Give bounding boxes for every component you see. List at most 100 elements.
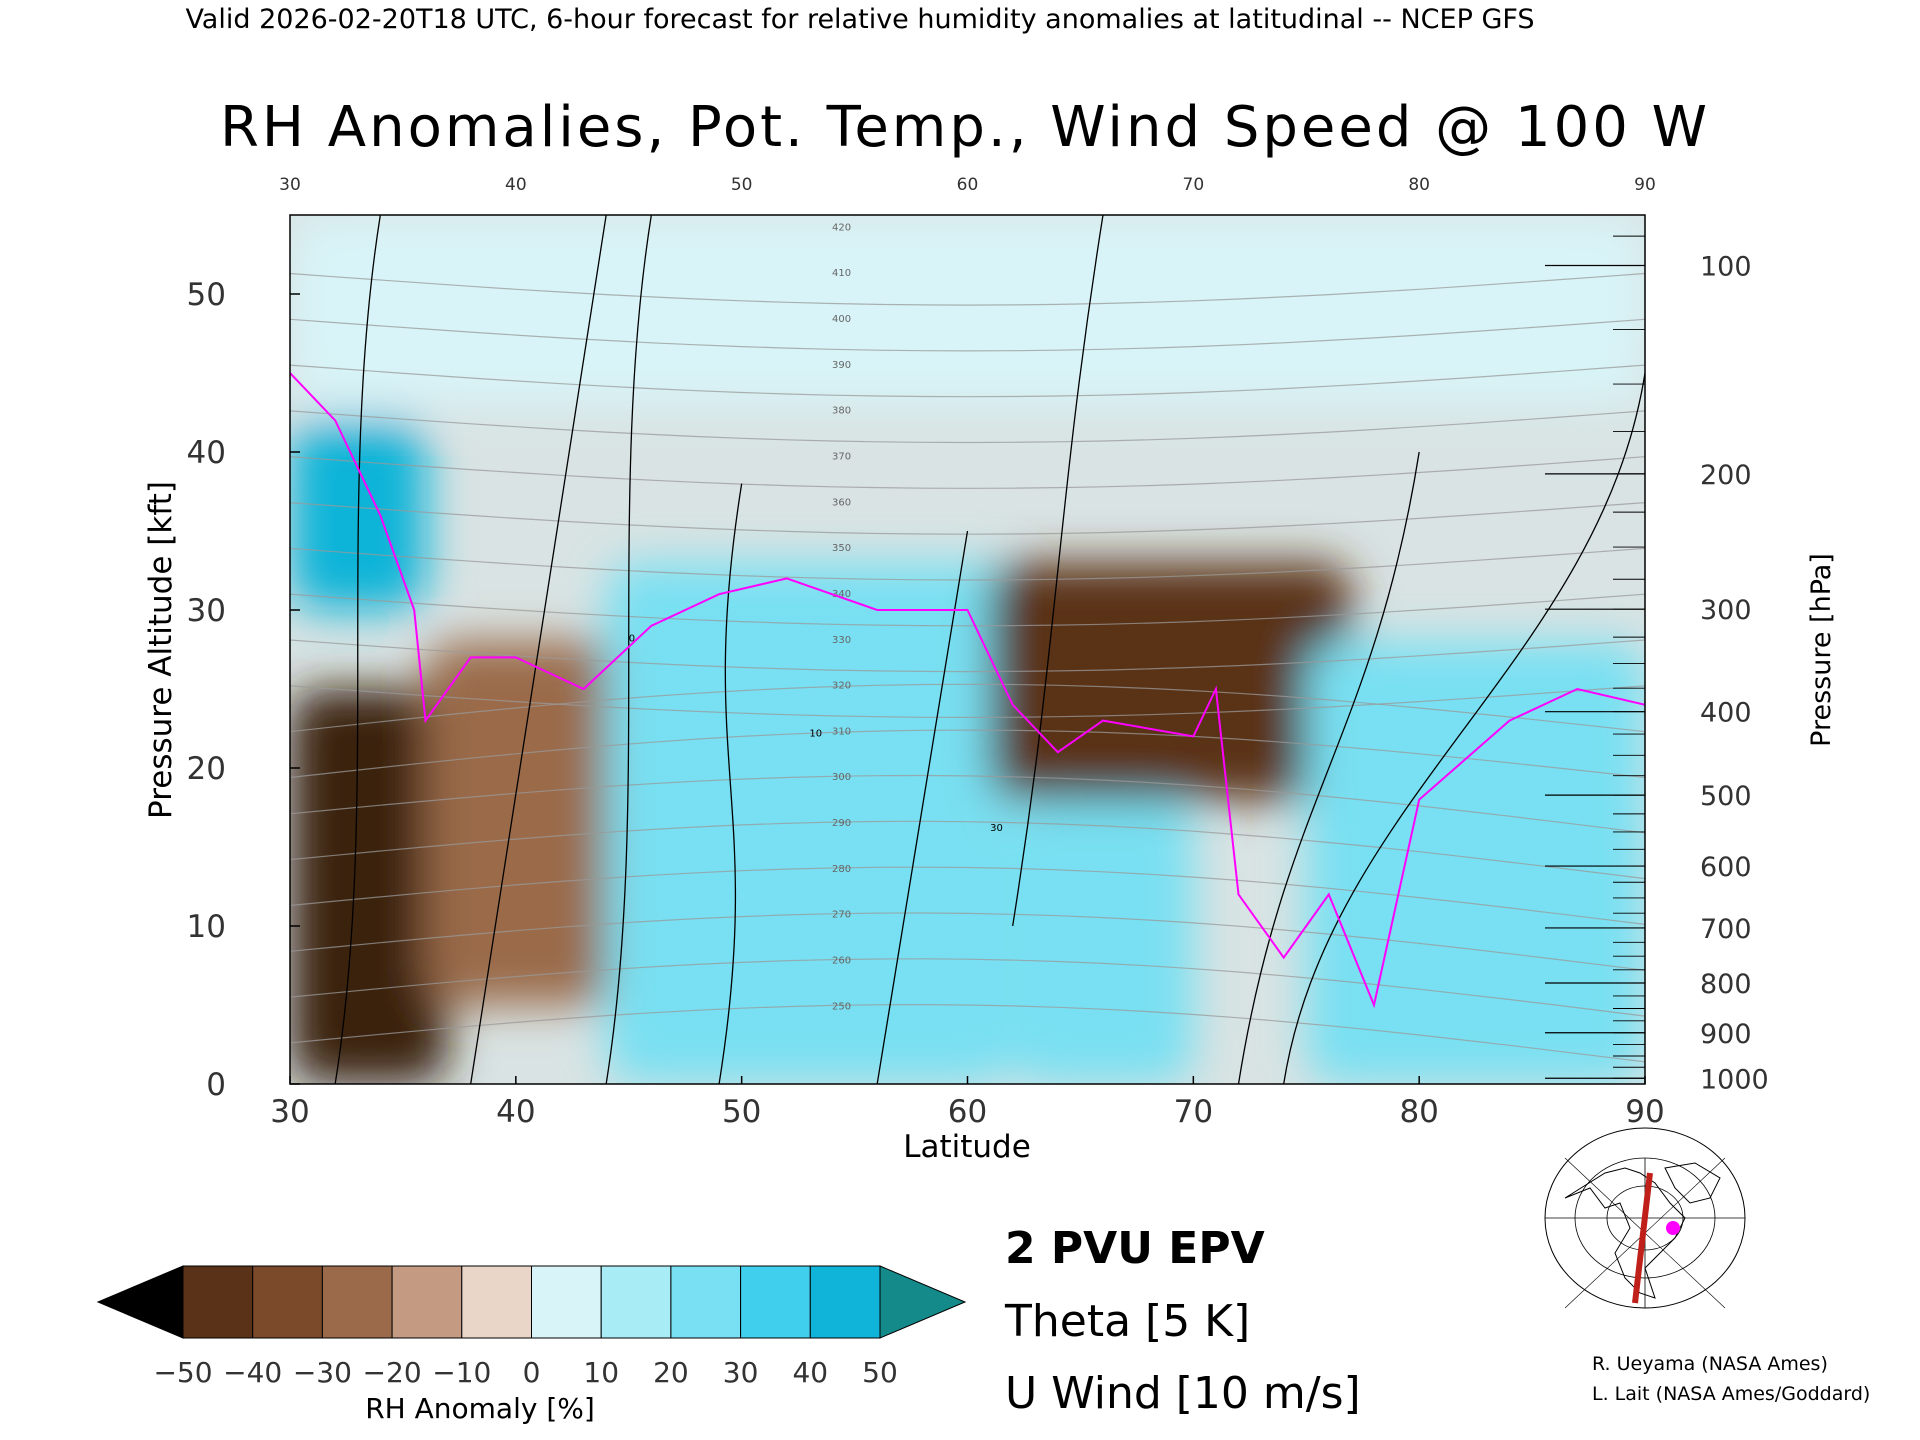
theta-line: [290, 912, 1645, 971]
top-tick-label: 90: [1634, 175, 1656, 195]
colorbar-tick-label: 20: [653, 1356, 689, 1389]
theta-label: 290: [832, 818, 851, 829]
x-tick-label: 70: [1174, 1094, 1213, 1130]
pressure-tick-label: 800: [1700, 969, 1752, 1000]
top-tick-label: 70: [1183, 175, 1205, 195]
theta-label: 320: [832, 681, 851, 692]
uwind-line: [876, 530, 969, 1084]
pressure-tick-label: 300: [1700, 595, 1752, 626]
uwind-line: [1283, 372, 1645, 1084]
theta-line: [290, 958, 1645, 1017]
theta-label: 270: [832, 910, 851, 921]
theta-line: [290, 683, 1645, 733]
colorbar-under-arrow: [96, 1265, 184, 1339]
theta-label: 420: [832, 222, 851, 233]
colorbar-label: RH Anomaly [%]: [365, 1392, 595, 1425]
theta-label: 260: [832, 956, 851, 967]
theta-line: [290, 1003, 1645, 1063]
x-axis-ticks: 30 40 50 60 70 80 90: [270, 1076, 1665, 1130]
rh-region: [290, 420, 426, 610]
y-tick-label: 0: [206, 1067, 226, 1103]
uwind-contours: 0 10 30: [334, 215, 1645, 1084]
pressure-tick-label: 100: [1700, 251, 1752, 282]
y-tick-label: 50: [187, 277, 226, 313]
legend-theta: Theta [5 K]: [1004, 1296, 1250, 1347]
colorbar-tick-label: −10: [432, 1356, 491, 1389]
theta-line: [290, 820, 1645, 880]
rh-region: [1306, 641, 1645, 1084]
top-tick-label: 80: [1408, 175, 1430, 195]
colorbar-tick-label: 30: [723, 1356, 759, 1389]
pressure-tick-label: 600: [1700, 852, 1752, 883]
colorbar-tick-label: −50: [153, 1356, 212, 1389]
colorbar-cell: [531, 1265, 602, 1339]
theta-label: 340: [832, 589, 851, 600]
legend-epv: 2 PVU EPV: [1005, 1223, 1265, 1274]
theta-label: 350: [832, 543, 851, 554]
page-title: RH Anomalies, Pot. Temp., Wind Speed @ 1…: [220, 95, 1710, 160]
top-tick-label: 30: [279, 175, 301, 195]
uwind-line: [1012, 215, 1104, 927]
colorbar-tick-label: −30: [293, 1356, 352, 1389]
theta-label: 330: [832, 635, 851, 646]
epv-2pvu-line: [290, 372, 1645, 1009]
top-axis-ticks: 30 40 50 60 70 80 90: [279, 175, 1656, 195]
colorbar-cell: [670, 1265, 742, 1339]
x-tick-label: 50: [722, 1094, 761, 1130]
colorbar-cell: [321, 1265, 393, 1339]
pressure-tick-label: 200: [1700, 460, 1752, 491]
theta-line: [290, 364, 1645, 398]
theta-line: [290, 866, 1645, 925]
uwind-line: [334, 215, 381, 1084]
theta-line: [290, 593, 1645, 627]
y-axis-label-left: Pressure Altitude [kft]: [143, 481, 179, 819]
uwind-line: [470, 215, 607, 1084]
theta-line: [290, 272, 1645, 306]
credit-line-1: R. Ueyama (NASA Ames): [1592, 1353, 1828, 1375]
colorbar-tick-label: −20: [363, 1356, 422, 1389]
top-tick-label: 40: [505, 175, 527, 195]
uwind-label: 0: [629, 634, 635, 645]
x-tick-label: 80: [1399, 1094, 1438, 1130]
rh-region: [1012, 799, 1194, 1084]
colorbar-cell: [600, 1265, 672, 1339]
theta-label: 360: [832, 497, 851, 508]
rh-region: [290, 689, 449, 1084]
top-tick-label: 60: [957, 175, 979, 195]
theta-line: [290, 729, 1645, 779]
pressure-tick-label: 500: [1700, 781, 1752, 812]
plot-area: 2502602702802903003103203303403503603703…: [289, 214, 1646, 1085]
pressure-tick-label: 400: [1700, 698, 1752, 729]
y-tick-label: 40: [187, 435, 226, 471]
theta-label: 300: [832, 772, 851, 783]
x-tick-label: 90: [1625, 1094, 1664, 1130]
x-tick-label: 40: [496, 1094, 535, 1130]
colorbar-cell: [740, 1265, 811, 1339]
y-axis-label-right: Pressure [hPa]: [1806, 553, 1837, 747]
uwind-line: [718, 483, 743, 1084]
y-tick-label: 10: [187, 909, 226, 945]
theta-line: [290, 410, 1645, 444]
valid-time-line: Valid 2026-02-20T18 UTC, 6-hour forecast…: [185, 4, 1534, 35]
theta-label: 310: [832, 726, 851, 737]
theta-line: [290, 456, 1645, 489]
theta-line: [290, 547, 1645, 581]
theta-label: 370: [832, 451, 851, 462]
theta-label: 410: [832, 268, 851, 279]
uwind-label: 30: [990, 823, 1003, 834]
colorbar-cell: [182, 1265, 254, 1339]
colorbar-over-arrow: [879, 1265, 967, 1339]
colorbar-cell: [461, 1265, 532, 1339]
uwind-line: [1237, 451, 1420, 1084]
colorbar-cell: [391, 1265, 463, 1339]
theta-label: 380: [832, 406, 851, 417]
legend: 2 PVU EPV Theta [5 K] U Wind [10 m/s]: [1004, 1223, 1361, 1419]
colorbar-tick-label: 0: [523, 1356, 541, 1389]
theta-label: 390: [832, 360, 851, 371]
pressure-tick-label: 900: [1700, 1019, 1752, 1050]
credit-line-2: L. Lait (NASA Ames/Goddard): [1592, 1383, 1870, 1405]
theta-label: 250: [832, 1001, 851, 1012]
colorbar-tick-label: −40: [223, 1356, 282, 1389]
theta-label: 280: [832, 864, 851, 875]
